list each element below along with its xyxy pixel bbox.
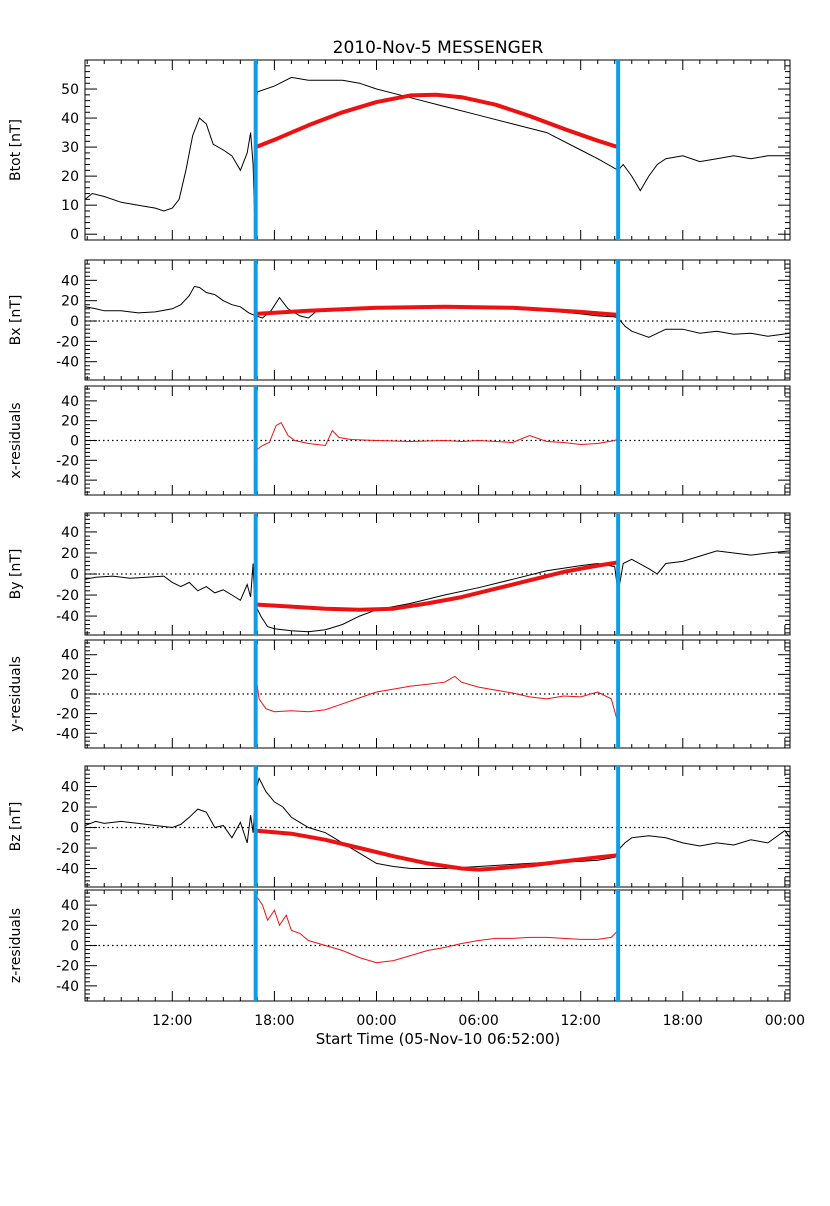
y-tick-label: 0 xyxy=(70,687,79,703)
series-fit-line xyxy=(255,560,619,612)
y-axis-label: Bz [nT] xyxy=(8,802,24,852)
y-tick-label: 30 xyxy=(61,140,79,156)
y-tick-label: 40 xyxy=(61,648,79,664)
series-fit-line xyxy=(255,304,619,317)
panel-x-residuals: -40 -20 0 20 40 x-residuals xyxy=(8,385,791,496)
panel-series xyxy=(255,674,619,724)
panel-btot: 0 10 20 30 40 50 Btot [nT] xyxy=(8,59,791,243)
series-observed-line xyxy=(85,550,790,633)
panel-by: -40 -20 0 20 40 By [nT] xyxy=(8,512,791,636)
panel-frame xyxy=(84,259,791,381)
y-axis-label: z-residuals xyxy=(8,908,24,983)
y-tick-label: 40 xyxy=(61,273,79,289)
panel-series xyxy=(85,550,790,633)
y-tick-label: -40 xyxy=(56,979,79,995)
y-tick-label: 20 xyxy=(61,800,79,816)
y-tick-label: 40 xyxy=(61,525,79,541)
series-observed-line xyxy=(85,76,790,223)
y-tick-label: -20 xyxy=(56,453,79,469)
x-tick-label: 18:00 xyxy=(663,1013,703,1029)
panel-series xyxy=(85,285,790,338)
y-axis-label: Btot [nT] xyxy=(8,119,24,181)
x-tick-label: 12:00 xyxy=(561,1013,601,1029)
panel-y-residuals: -40 -20 0 20 40 y-residuals xyxy=(8,639,791,749)
y-tick-label: -40 xyxy=(56,862,79,878)
y-tick-label: -20 xyxy=(56,334,79,350)
x-axis-label: Start Time (05-Nov-10 06:52:00) xyxy=(316,1030,561,1048)
x-tick-label: 12:00 xyxy=(152,1013,192,1029)
y-tick-label: -20 xyxy=(56,588,79,604)
y-tick-label: 0 xyxy=(70,434,79,450)
y-tick-label: 20 xyxy=(61,169,79,185)
y-tick-label: 10 xyxy=(61,198,79,214)
y-axis-label: x-residuals xyxy=(8,402,24,478)
y-tick-label: -20 xyxy=(56,841,79,857)
chart-title: 2010-Nov-5 MESSENGER xyxy=(333,38,544,58)
y-tick-label: -40 xyxy=(56,609,79,625)
y-tick-label: -40 xyxy=(56,355,79,371)
panel-series xyxy=(85,776,790,872)
panel-series xyxy=(255,894,619,964)
y-tick-label: 40 xyxy=(61,898,79,914)
y-tick-label: 0 xyxy=(70,567,79,583)
panel-z-residuals: -40 -20 0 20 40 z-residuals xyxy=(8,889,791,1002)
x-tick-label: 00:00 xyxy=(765,1013,805,1029)
panel-frame xyxy=(84,765,791,888)
panel-series xyxy=(85,76,790,223)
series-residual-line xyxy=(255,894,619,964)
y-tick-label: 50 xyxy=(61,82,79,98)
y-tick-label: 40 xyxy=(61,111,79,127)
series-fit-line xyxy=(254,92,619,150)
panel-bx: -40 -20 0 20 40 Bx [nT] xyxy=(8,259,791,381)
series-fit-line xyxy=(255,828,619,872)
series-observed-line xyxy=(85,776,790,869)
y-axis-label: Bx [nT] xyxy=(8,295,24,346)
panel-frame xyxy=(84,385,791,496)
panel-frame xyxy=(84,639,791,749)
series-residual-line xyxy=(255,422,619,451)
panel-frame xyxy=(84,512,791,636)
series-observed-line xyxy=(85,285,790,338)
x-tick-labels: 12:00 18:00 00:00 06:00 12:00 18:00 00:00 xyxy=(152,1013,805,1029)
y-axis-label: By [nT] xyxy=(8,549,24,600)
x-tick-label: 06:00 xyxy=(458,1013,498,1029)
x-tick-label: 18:00 xyxy=(254,1013,294,1029)
y-tick-label: 20 xyxy=(61,546,79,562)
panel-series xyxy=(255,422,619,451)
y-tick-label: 40 xyxy=(61,780,79,796)
panel-bz: -40 -20 0 20 40 Bz [nT] xyxy=(8,765,791,888)
y-axis-label: y-residuals xyxy=(8,656,24,732)
y-tick-label: 0 xyxy=(70,821,79,837)
y-tick-label: 40 xyxy=(61,394,79,410)
panel-frame xyxy=(84,889,791,1002)
y-tick-label: 0 xyxy=(70,939,79,955)
y-tick-label: 0 xyxy=(70,314,79,330)
x-tick-label: 00:00 xyxy=(356,1013,396,1029)
y-tick-label: 20 xyxy=(61,667,79,683)
y-tick-label: -20 xyxy=(56,959,79,975)
y-tick-label: -40 xyxy=(56,473,79,489)
panel-frame xyxy=(84,59,791,241)
y-tick-label: 20 xyxy=(61,918,79,934)
series-residual-line xyxy=(255,674,619,724)
y-tick-label: 0 xyxy=(70,227,79,243)
y-tick-label: -20 xyxy=(56,707,79,723)
y-tick-label: 20 xyxy=(61,294,79,310)
y-tick-label: 20 xyxy=(61,414,79,430)
y-tick-label: -40 xyxy=(56,726,79,742)
